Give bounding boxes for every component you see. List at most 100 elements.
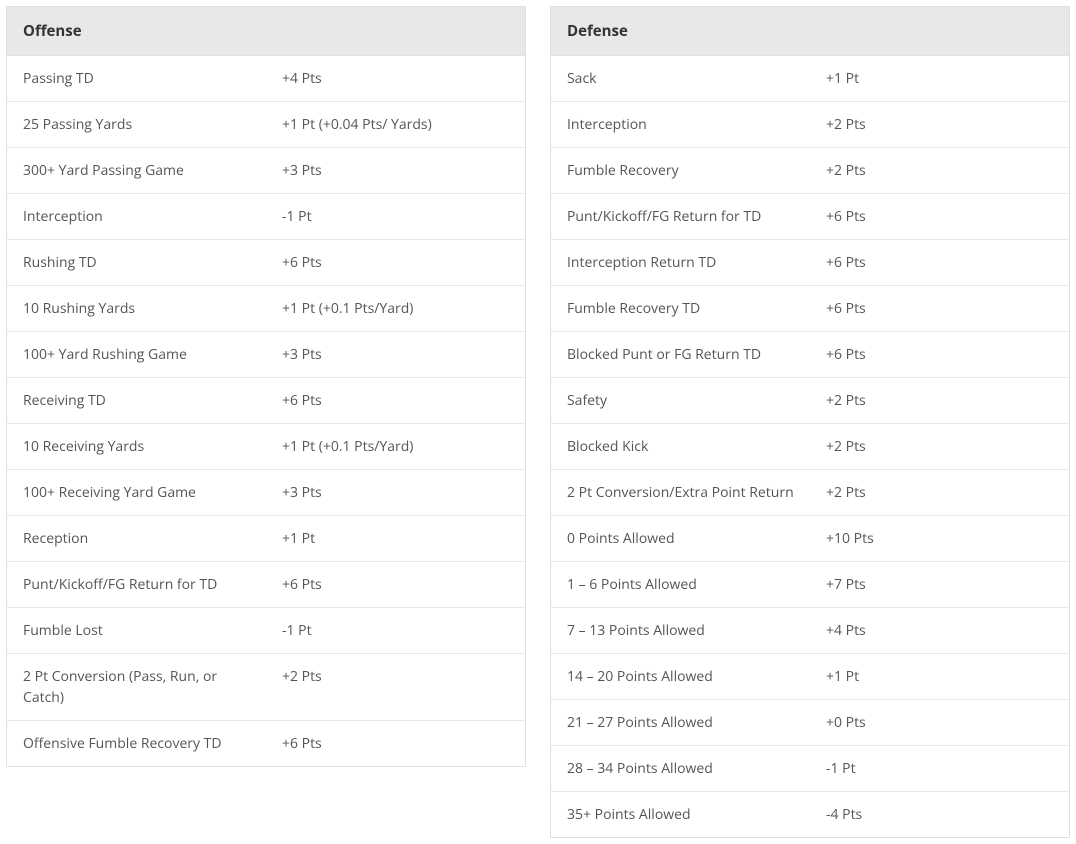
scoring-rule-name: 300+ Yard Passing Game: [7, 148, 266, 193]
scoring-rule-name: Fumble Recovery: [551, 148, 810, 193]
scoring-rule-name: 1 – 6 Points Allowed: [551, 562, 810, 607]
scoring-rule-name: Offensive Fumble Recovery TD: [7, 721, 266, 766]
scoring-rule-name: Safety: [551, 378, 810, 423]
scoring-rule-value: +1 Pt: [810, 654, 1069, 699]
table-row: 100+ Yard Rushing Game+3 Pts: [7, 332, 525, 378]
table-row: Fumble Recovery+2 Pts: [551, 148, 1069, 194]
table-row: 0 Points Allowed+10 Pts: [551, 516, 1069, 562]
table-row: 25 Passing Yards+1 Pt (+0.04 Pts/ Yards): [7, 102, 525, 148]
scoring-rule-name: Receiving TD: [7, 378, 266, 423]
table-row: Passing TD+4 Pts: [7, 56, 525, 102]
table-row: Safety+2 Pts: [551, 378, 1069, 424]
scoring-rule-value: +2 Pts: [810, 148, 1069, 193]
scoring-rule-value: +1 Pt (+0.1 Pts/Yard): [266, 286, 525, 331]
scoring-rule-name: Passing TD: [7, 56, 266, 101]
table-row: Interception Return TD+6 Pts: [551, 240, 1069, 286]
scoring-rule-value: +1 Pt: [266, 516, 525, 561]
scoring-rule-value: +6 Pts: [810, 194, 1069, 239]
scoring-rule-value: +4 Pts: [266, 56, 525, 101]
table-row: 1 – 6 Points Allowed+7 Pts: [551, 562, 1069, 608]
scoring-rule-value: +1 Pt (+0.04 Pts/ Yards): [266, 102, 525, 147]
table-row: Reception+1 Pt: [7, 516, 525, 562]
table-row: 2 Pt Conversion/Extra Point Return+2 Pts: [551, 470, 1069, 516]
table-row: Blocked Punt or FG Return TD+6 Pts: [551, 332, 1069, 378]
table-row: Interception+2 Pts: [551, 102, 1069, 148]
scoring-rule-name: 10 Rushing Yards: [7, 286, 266, 331]
scoring-rule-name: 2 Pt Conversion (Pass, Run, or Catch): [7, 654, 266, 720]
scoring-rule-name: Interception: [7, 194, 266, 239]
scoring-rule-value: +2 Pts: [810, 470, 1069, 515]
scoring-rule-value: +2 Pts: [810, 424, 1069, 469]
table-row: 300+ Yard Passing Game+3 Pts: [7, 148, 525, 194]
scoring-rule-value: -1 Pt: [266, 194, 525, 239]
scoring-rule-name: Punt/Kickoff/FG Return for TD: [551, 194, 810, 239]
table-row: 28 – 34 Points Allowed-1 Pt: [551, 746, 1069, 792]
scoring-rule-value: -1 Pt: [810, 746, 1069, 791]
tables-container: Offense Passing TD+4 Pts25 Passing Yards…: [6, 6, 1070, 838]
scoring-rule-name: 100+ Yard Rushing Game: [7, 332, 266, 377]
scoring-rule-name: Fumble Lost: [7, 608, 266, 653]
table-row: 7 – 13 Points Allowed+4 Pts: [551, 608, 1069, 654]
scoring-rule-value: +2 Pts: [266, 654, 525, 720]
scoring-rule-value: +2 Pts: [810, 102, 1069, 147]
table-row: Punt/Kickoff/FG Return for TD+6 Pts: [551, 194, 1069, 240]
table-row: Offensive Fumble Recovery TD+6 Pts: [7, 721, 525, 766]
table-row: Rushing TD+6 Pts: [7, 240, 525, 286]
table-row: 10 Rushing Yards+1 Pt (+0.1 Pts/Yard): [7, 286, 525, 332]
scoring-rule-value: +6 Pts: [810, 332, 1069, 377]
scoring-rule-name: Interception: [551, 102, 810, 147]
scoring-rule-value: +7 Pts: [810, 562, 1069, 607]
scoring-rule-value: +6 Pts: [810, 286, 1069, 331]
table-row: 100+ Receiving Yard Game+3 Pts: [7, 470, 525, 516]
offense-table: Offense Passing TD+4 Pts25 Passing Yards…: [6, 6, 526, 767]
scoring-rule-value: +3 Pts: [266, 148, 525, 193]
scoring-rule-value: +2 Pts: [810, 378, 1069, 423]
scoring-rule-value: +6 Pts: [266, 378, 525, 423]
table-row: Interception-1 Pt: [7, 194, 525, 240]
scoring-rule-name: 28 – 34 Points Allowed: [551, 746, 810, 791]
scoring-rule-name: 2 Pt Conversion/Extra Point Return: [551, 470, 810, 515]
scoring-rule-value: +3 Pts: [266, 332, 525, 377]
scoring-rule-value: +1 Pt (+0.1 Pts/Yard): [266, 424, 525, 469]
scoring-rule-name: Interception Return TD: [551, 240, 810, 285]
scoring-rule-value: +4 Pts: [810, 608, 1069, 653]
offense-header: Offense: [7, 7, 525, 56]
scoring-rule-name: 21 – 27 Points Allowed: [551, 700, 810, 745]
scoring-rule-name: Reception: [7, 516, 266, 561]
table-row: Blocked Kick+2 Pts: [551, 424, 1069, 470]
defense-table: Defense Sack+1 PtInterception+2 PtsFumbl…: [550, 6, 1070, 838]
table-row: 35+ Points Allowed-4 Pts: [551, 792, 1069, 837]
scoring-rule-name: 25 Passing Yards: [7, 102, 266, 147]
scoring-rule-value: +1 Pt: [810, 56, 1069, 101]
scoring-rule-value: +0 Pts: [810, 700, 1069, 745]
scoring-rule-name: Rushing TD: [7, 240, 266, 285]
table-row: 10 Receiving Yards+1 Pt (+0.1 Pts/Yard): [7, 424, 525, 470]
table-row: Sack+1 Pt: [551, 56, 1069, 102]
table-row: 2 Pt Conversion (Pass, Run, or Catch)+2 …: [7, 654, 525, 721]
table-row: Fumble Lost-1 Pt: [7, 608, 525, 654]
table-row: Punt/Kickoff/FG Return for TD+6 Pts: [7, 562, 525, 608]
scoring-rule-name: 100+ Receiving Yard Game: [7, 470, 266, 515]
scoring-rule-name: Fumble Recovery TD: [551, 286, 810, 331]
defense-header: Defense: [551, 7, 1069, 56]
table-row: Fumble Recovery TD+6 Pts: [551, 286, 1069, 332]
scoring-rule-name: 10 Receiving Yards: [7, 424, 266, 469]
scoring-rule-value: +6 Pts: [266, 721, 525, 766]
table-row: Receiving TD+6 Pts: [7, 378, 525, 424]
scoring-rule-value: -1 Pt: [266, 608, 525, 653]
scoring-rule-value: -4 Pts: [810, 792, 1069, 837]
scoring-rule-name: 7 – 13 Points Allowed: [551, 608, 810, 653]
scoring-rule-value: +6 Pts: [266, 562, 525, 607]
scoring-rule-value: +6 Pts: [266, 240, 525, 285]
scoring-rule-value: +6 Pts: [810, 240, 1069, 285]
scoring-rule-name: Sack: [551, 56, 810, 101]
scoring-rule-name: Blocked Punt or FG Return TD: [551, 332, 810, 377]
table-row: 14 – 20 Points Allowed+1 Pt: [551, 654, 1069, 700]
scoring-rule-name: 35+ Points Allowed: [551, 792, 810, 837]
scoring-rule-value: +10 Pts: [810, 516, 1069, 561]
offense-body: Passing TD+4 Pts25 Passing Yards+1 Pt (+…: [7, 56, 525, 766]
table-row: 21 – 27 Points Allowed+0 Pts: [551, 700, 1069, 746]
scoring-rule-name: 0 Points Allowed: [551, 516, 810, 561]
scoring-rule-name: 14 – 20 Points Allowed: [551, 654, 810, 699]
scoring-rule-name: Punt/Kickoff/FG Return for TD: [7, 562, 266, 607]
